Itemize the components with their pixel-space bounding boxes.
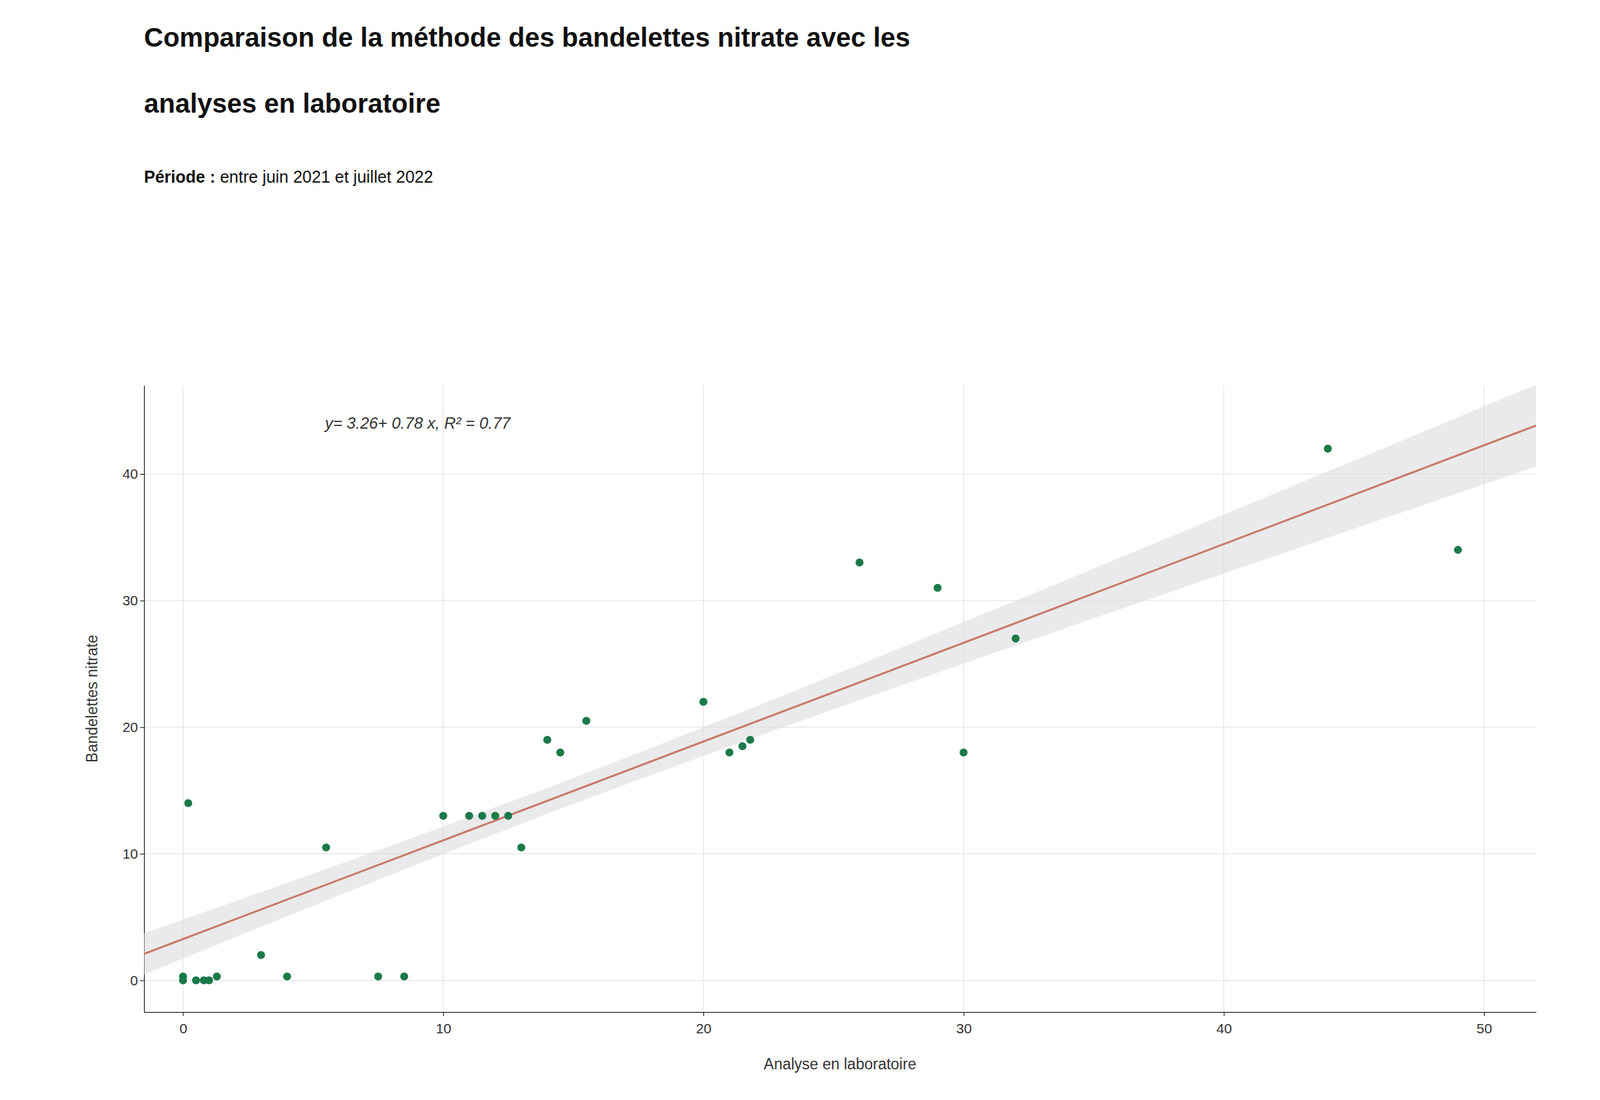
point: [257, 951, 266, 960]
point: [192, 976, 200, 985]
point: [1011, 634, 1020, 643]
point: [400, 972, 408, 981]
x-tick-mark: [1484, 1012, 1485, 1016]
x-grid-line: [442, 385, 444, 1012]
x-tick-mark: [703, 1012, 704, 1016]
confidence-band: [144, 385, 1536, 975]
y-tick: 10: [122, 846, 144, 862]
point: [933, 584, 942, 592]
point: [478, 812, 486, 820]
y-tick-label: 0: [130, 972, 138, 988]
equation: y= 3.26+ 0.78 x, R² = 0.77: [323, 414, 512, 432]
x-tick-mark: [1224, 1012, 1225, 1016]
point: [179, 972, 188, 981]
point: [491, 812, 500, 820]
y-tick: 30: [122, 592, 144, 608]
point: [184, 799, 192, 808]
point: [517, 843, 526, 852]
x-tick-label: 10: [436, 1020, 452, 1036]
point: [205, 976, 214, 985]
x-tick-label: 30: [956, 1020, 972, 1036]
regression-line: [144, 425, 1536, 954]
y-axis: 0 10 20 30 40: [122, 386, 145, 1013]
y-tick-mark: [140, 854, 144, 855]
title: analyses en laboratoire: [144, 88, 441, 118]
x-tick: 40: [1216, 1012, 1232, 1036]
point: [374, 972, 382, 981]
y-tick-mark: [140, 600, 144, 602]
point: [439, 812, 448, 820]
y-tick-mark: [140, 980, 144, 982]
y-tick: 0: [130, 972, 144, 988]
x-tick: 0: [179, 1012, 188, 1036]
x-tick: 10: [436, 1012, 452, 1036]
subtitle: entre juin 2021 et juillet 2022: [215, 167, 434, 186]
point: [556, 748, 564, 757]
x-grid-line: [963, 385, 964, 1012]
x-tick: 50: [1476, 1012, 1492, 1036]
x-tick-label: 20: [696, 1020, 712, 1036]
x-tick: 30: [956, 1012, 972, 1036]
point: [1454, 546, 1462, 554]
y-axis-line: [144, 386, 145, 1013]
point: [855, 558, 864, 567]
point: [746, 736, 754, 744]
point: [738, 742, 747, 750]
point: [582, 716, 590, 725]
y-tick-mark: [140, 474, 144, 475]
chart: 0 10 20 30 40 50 0 10 20 30 40 Analyse en laboratoi…: [0, 0, 1600, 1100]
x-tick-label: 0: [179, 1020, 188, 1036]
y-grid-line: [144, 853, 1536, 854]
x-axis-line: [144, 1012, 1537, 1013]
y-tick-label: 20: [122, 719, 138, 735]
x-tick: 20: [696, 1012, 712, 1036]
grid: [144, 385, 1536, 1012]
point: [322, 843, 330, 852]
point: [725, 748, 734, 757]
x-axis: 0 10 20 30 40 50: [144, 1012, 1537, 1036]
point: [465, 812, 474, 820]
y-tick-label: 30: [122, 592, 138, 608]
x-tick-mark: [963, 1012, 964, 1016]
point: [504, 812, 512, 820]
y-grid-line: [144, 726, 1536, 728]
x-axis-title: Analyse en laboratoire: [764, 1055, 917, 1073]
y-tick: 20: [122, 719, 144, 735]
point: [699, 698, 708, 706]
y-tick: 40: [122, 466, 144, 482]
y-tick-mark: [140, 727, 144, 728]
y-tick-label: 10: [122, 846, 138, 862]
point: [543, 736, 552, 744]
x-grid-line: [182, 385, 184, 1012]
x-tick-label: 40: [1216, 1020, 1232, 1036]
x-tick-mark: [443, 1012, 444, 1016]
plot-area: [144, 385, 1536, 985]
x-grid-line: [1223, 385, 1224, 1012]
title: Comparaison de la méthode des bandelette…: [144, 22, 910, 52]
point: [212, 972, 221, 981]
points: [179, 444, 1462, 985]
x-tick-mark: [183, 1012, 184, 1016]
subtitle: Période :: [144, 167, 216, 186]
y-axis-title: Bandelettes nitrate: [83, 634, 101, 763]
point: [1324, 444, 1332, 453]
x-tick-label: 50: [1476, 1020, 1492, 1036]
y-grid-line: [144, 980, 1536, 981]
point: [959, 748, 968, 757]
y-grid-line: [144, 600, 1536, 601]
point: [283, 972, 292, 981]
y-tick-label: 40: [122, 466, 138, 482]
